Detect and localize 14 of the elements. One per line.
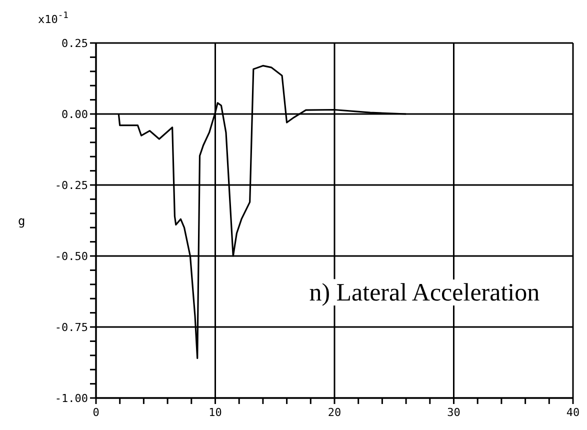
x-tick-label: 40: [566, 406, 580, 419]
y-tick-label: -0.25: [54, 178, 88, 192]
x-tick-label: 10: [208, 406, 222, 419]
text: n) Lateral Acceleration: [309, 280, 540, 306]
y-tick-label: -0.75: [54, 320, 88, 334]
y-tick-label: -0.50: [54, 250, 88, 263]
x-tick-label: 30: [447, 406, 460, 419]
x-tick-label: 0: [92, 406, 100, 419]
y-tick-label: -1.00: [54, 392, 88, 405]
text: x10$^{-1}$: [38, 11, 68, 26]
y-tick-label: 0.00: [62, 108, 88, 121]
y-axis-title: g: [18, 214, 26, 228]
y-tick-label: 0.25: [62, 36, 88, 50]
x-tick-label: 20: [328, 406, 342, 419]
